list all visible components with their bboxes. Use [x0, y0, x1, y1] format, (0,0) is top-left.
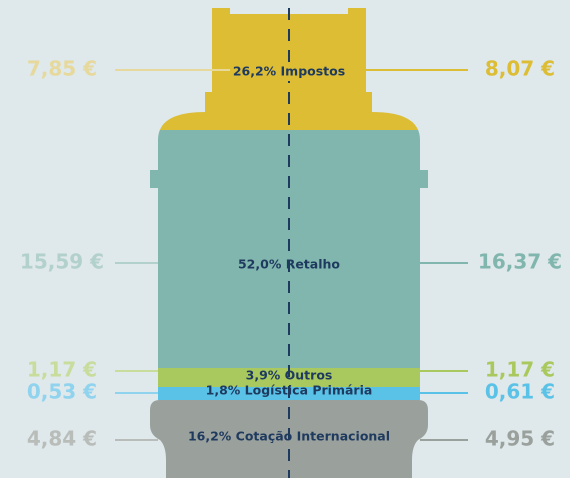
segment-label: 26,2% Impostos — [233, 64, 345, 79]
right-value: 16,37 € — [478, 250, 562, 274]
segment — [150, 368, 428, 387]
right-value: 4,95 € — [485, 427, 555, 451]
left-value: 0,53 € — [27, 380, 97, 404]
right-value: 8,07 € — [485, 57, 555, 81]
right-value: 1,17 € — [485, 358, 555, 382]
right-value: 0,61 € — [485, 380, 555, 404]
left-value: 15,59 € — [20, 250, 104, 274]
left-value: 7,85 € — [27, 57, 97, 81]
label-bg — [230, 63, 352, 81]
left-value: 4,84 € — [27, 427, 97, 451]
segment-label: 1,8% Logística Primária — [206, 383, 373, 398]
left-value: 1,17 € — [27, 358, 97, 382]
segment-label: 3,9% Outros — [246, 368, 333, 383]
segment-label: 16,2% Cotação Internacional — [188, 429, 390, 444]
segment-label: 52,0% Retalho — [238, 257, 340, 272]
